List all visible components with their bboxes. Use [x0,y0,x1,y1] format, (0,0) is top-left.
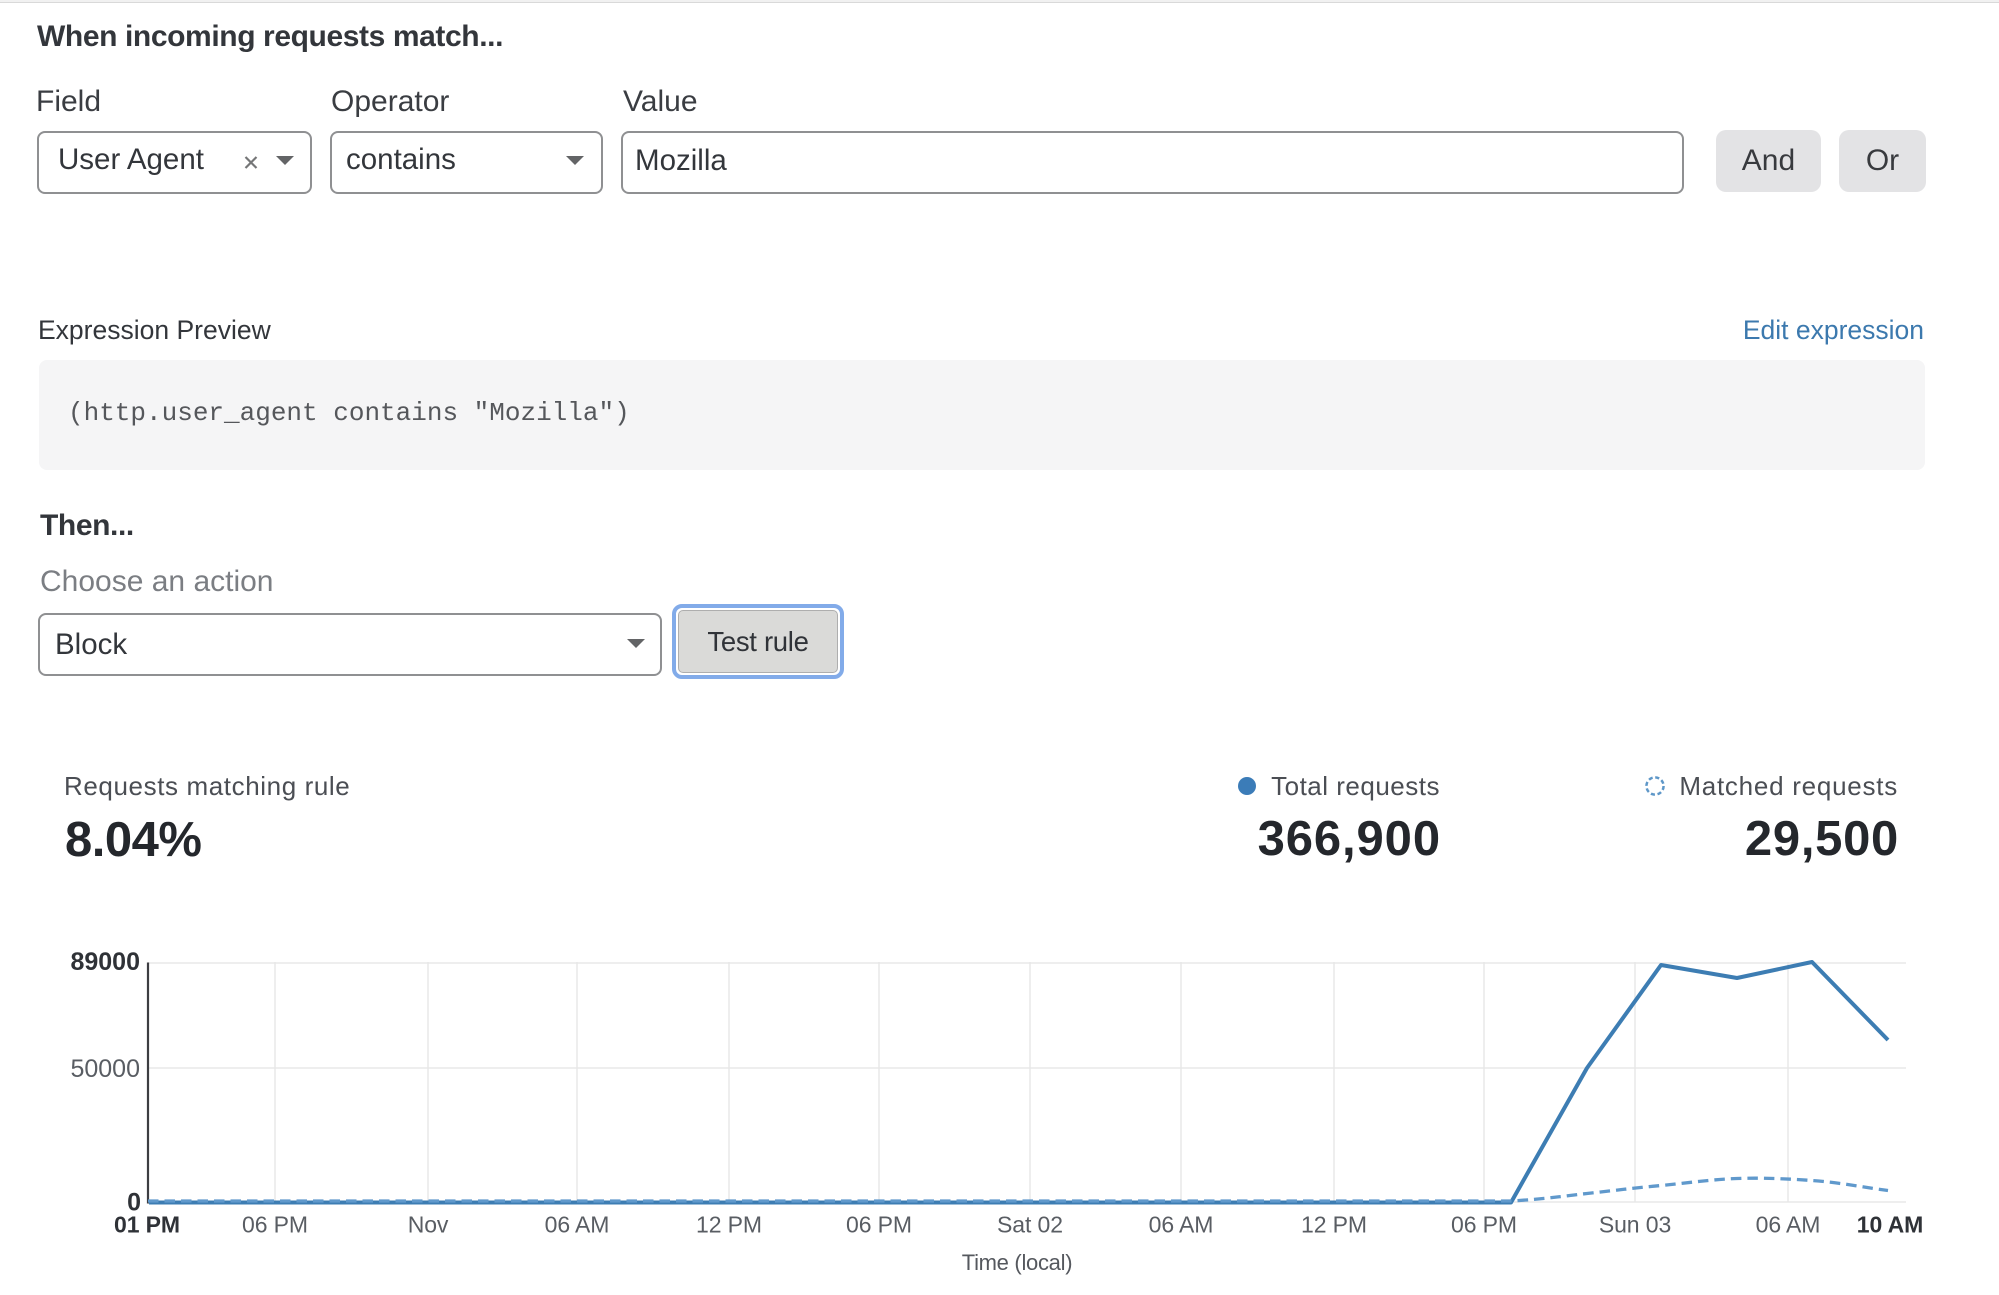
svg-text:06 AM: 06 AM [545,1212,610,1238]
svg-text:Sun 03: Sun 03 [1599,1212,1671,1238]
svg-text:06 AM: 06 AM [1149,1212,1214,1238]
svg-text:06 PM: 06 PM [846,1212,912,1238]
svg-text:0: 0 [127,1189,141,1217]
svg-text:06 PM: 06 PM [1451,1212,1517,1238]
svg-text:50000: 50000 [70,1055,140,1083]
svg-text:89000: 89000 [70,948,140,976]
svg-text:01 PM: 01 PM [114,1212,180,1238]
svg-text:06 AM: 06 AM [1756,1212,1821,1238]
svg-text:06 PM: 06 PM [242,1212,308,1238]
svg-text:Sat 02: Sat 02 [997,1212,1063,1238]
svg-text:12 PM: 12 PM [696,1212,762,1238]
svg-text:Time (local): Time (local) [962,1250,1072,1275]
svg-text:10 AM: 10 AM [1857,1212,1923,1238]
svg-text:Nov: Nov [408,1212,449,1238]
svg-text:12 PM: 12 PM [1301,1212,1367,1238]
